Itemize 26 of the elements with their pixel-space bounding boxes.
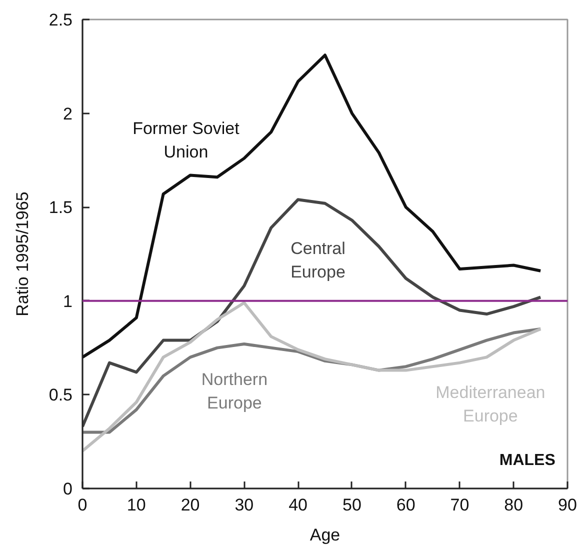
x-axis-title: Age [310,526,340,544]
x-tick-label: 20 [180,496,200,514]
line-series [82,54,542,359]
y-tick-label: 2.5 [48,10,73,30]
y-tick-label: 1.5 [48,198,73,218]
annotation: MALES [499,452,556,469]
line-series [82,301,542,452]
series-label: Central Europe [290,238,346,282]
series-label: Former Soviet Union [132,118,240,162]
x-tick-label: 0 [78,496,88,514]
x-tick-label: 90 [558,496,577,514]
y-axis-title: Ratio 1995/1965 [12,192,32,316]
y-tick-label: 0.5 [48,386,73,405]
series-label: Mediterranean Europe [436,382,546,426]
x-tick-label: 10 [126,496,146,514]
line-series [82,198,542,428]
x-tick-label: 40 [288,496,308,514]
x-tick-label: 60 [396,496,416,514]
y-tick-label: 1 [63,292,73,311]
x-tick-label: 50 [342,496,362,514]
y-tick-label: 0 [63,480,73,498]
x-tick-label: 30 [234,496,254,514]
y-tick-label: 2 [63,104,73,124]
x-tick-label: 70 [450,496,470,514]
series-label: Northern Europe [201,370,268,413]
x-tick-label: 80 [504,496,524,514]
